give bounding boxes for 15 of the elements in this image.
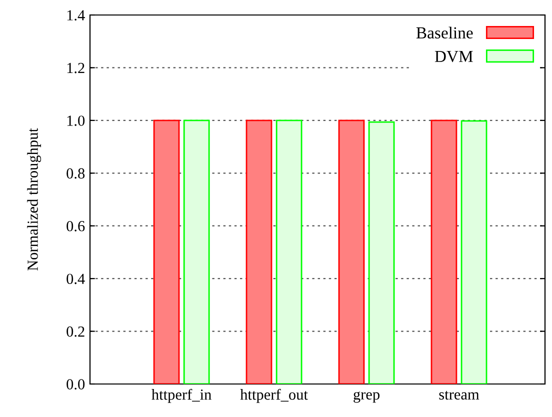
y-tick-label: 1.0 (67, 116, 85, 126)
y-tick-label: 0.2 (66, 326, 84, 337)
y-tick-label: 0.8 (66, 168, 85, 179)
x-tick-label: stream (439, 390, 480, 400)
legend-label: Baseline (416, 26, 473, 38)
y-tick-label: 0.4 (66, 274, 85, 284)
y-tick-label: 1.4 (67, 10, 85, 21)
x-tick-label: grep (354, 392, 380, 403)
x-tick-label: httperf_in (152, 388, 212, 403)
y-tick-label: 1.2 (67, 62, 84, 74)
legend-label: DVM (434, 50, 473, 62)
y-tick-label: 0.0 (66, 379, 85, 390)
y-tick-label: 0.6 (66, 221, 85, 232)
y-axis-title: Normalized throughput (27, 128, 42, 271)
x-tick-label: httperf_out (240, 388, 308, 403)
